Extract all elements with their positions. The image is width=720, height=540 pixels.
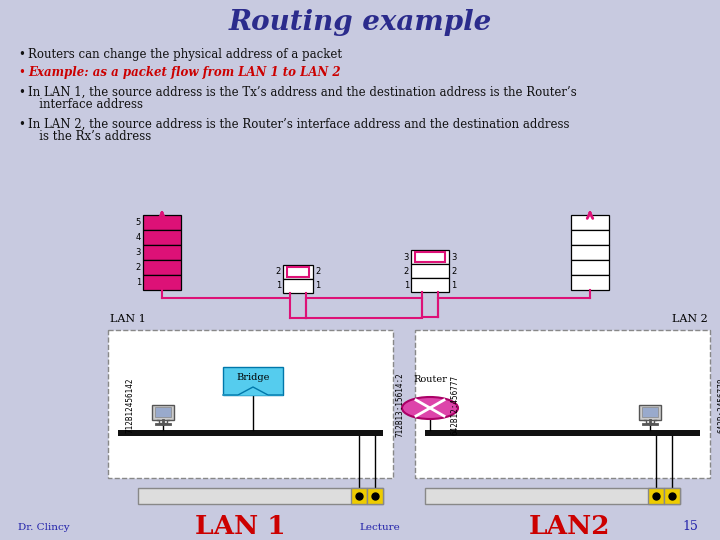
Bar: [425, 488, 680, 504]
Text: 642B12:456777: 642B12:456777: [451, 375, 459, 435]
Text: 15: 15: [682, 521, 698, 534]
Text: LAN 2: LAN 2: [672, 314, 708, 324]
Bar: [223, 367, 283, 395]
Bar: [108, 330, 393, 478]
Text: Dr. Clincy: Dr. Clincy: [18, 523, 70, 531]
Bar: [155, 407, 171, 417]
Bar: [415, 330, 710, 478]
Text: •: •: [18, 86, 25, 99]
Text: Router: Router: [413, 375, 447, 384]
Text: 2: 2: [276, 267, 281, 276]
Bar: [351, 488, 367, 504]
Text: LAN 1: LAN 1: [110, 314, 145, 324]
Bar: [152, 405, 174, 420]
Text: 2: 2: [404, 267, 409, 275]
Bar: [642, 407, 658, 417]
Text: LAN2: LAN2: [529, 515, 611, 539]
Ellipse shape: [402, 397, 458, 419]
Bar: [138, 488, 383, 504]
Text: 1: 1: [451, 280, 456, 289]
Polygon shape: [223, 387, 283, 395]
Bar: [143, 215, 181, 230]
Bar: [415, 252, 445, 262]
Bar: [648, 488, 664, 504]
Bar: [425, 430, 700, 436]
Text: 2: 2: [451, 267, 456, 275]
Bar: [571, 215, 609, 230]
Text: 2: 2: [315, 267, 320, 276]
Bar: [664, 488, 680, 504]
Text: is the Rx’s address: is the Rx’s address: [28, 130, 151, 143]
Bar: [571, 245, 609, 260]
Text: 5: 5: [136, 218, 141, 227]
Bar: [143, 260, 181, 275]
Text: Routers can change the physical address of a packet: Routers can change the physical address …: [28, 48, 342, 61]
Bar: [287, 267, 309, 277]
Text: Bridge: Bridge: [236, 373, 270, 381]
Text: Example: as a packet flow from LAN 1 to LAN 2: Example: as a packet flow from LAN 1 to …: [28, 66, 341, 79]
Bar: [411, 278, 449, 292]
Text: •: •: [18, 66, 25, 79]
Text: In LAN 1, the source address is the Tx’s address and the destination address is : In LAN 1, the source address is the Tx’s…: [28, 86, 577, 99]
Bar: [143, 230, 181, 245]
Text: 1: 1: [404, 280, 409, 289]
Bar: [411, 264, 449, 278]
Text: 712B13:15614:2: 712B13:15614:2: [395, 373, 405, 437]
Text: 712B12456142: 712B12456142: [125, 377, 135, 433]
Text: 3: 3: [451, 253, 456, 261]
Text: 2: 2: [136, 263, 141, 272]
Bar: [571, 230, 609, 245]
Text: LAN 1: LAN 1: [194, 515, 285, 539]
Bar: [367, 488, 383, 504]
Bar: [143, 275, 181, 290]
Text: 1: 1: [315, 281, 320, 291]
Text: 3: 3: [404, 253, 409, 261]
Bar: [571, 260, 609, 275]
Text: 1: 1: [276, 281, 281, 291]
Bar: [571, 275, 609, 290]
Bar: [143, 245, 181, 260]
Bar: [283, 279, 313, 293]
Text: 4: 4: [136, 233, 141, 242]
Text: •: •: [18, 48, 25, 61]
Text: In LAN 2, the source address is the Router’s interface address and the destinati: In LAN 2, the source address is the Rout…: [28, 118, 570, 131]
Text: interface address: interface address: [28, 98, 143, 111]
Text: Routing example: Routing example: [228, 9, 492, 36]
Text: Lecture: Lecture: [359, 523, 400, 531]
Text: 642B:3456778: 642B:3456778: [718, 377, 720, 433]
Bar: [639, 405, 661, 420]
Bar: [118, 430, 383, 436]
Bar: [411, 250, 449, 264]
Bar: [283, 265, 313, 279]
Text: 3: 3: [135, 248, 141, 257]
Text: •: •: [18, 118, 25, 131]
Text: 1: 1: [136, 278, 141, 287]
